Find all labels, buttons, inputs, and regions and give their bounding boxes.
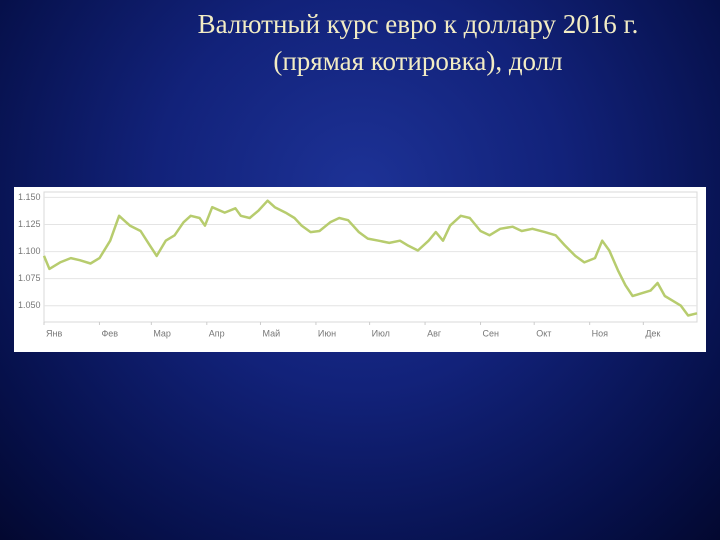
x-tick-label: Окт	[536, 328, 551, 338]
line	[42, 199, 698, 317]
x-tick-label: Мар	[153, 328, 171, 338]
x-tick-label: Апр	[209, 328, 225, 338]
y-tick-label: 1.125	[18, 219, 41, 229]
x-tick-label: Авг	[427, 328, 442, 338]
y-tick-label: 1.075	[18, 273, 41, 283]
x-tick-label: Сен	[483, 328, 500, 338]
chart-title: Валютный курс евро к доллару 2016 г.	[198, 9, 639, 39]
x-tick-label: Фев	[101, 328, 118, 338]
y-tick-label: 1.100	[18, 246, 41, 256]
x-tick-label: Ноя	[592, 328, 609, 338]
x-tick-label: Июл	[372, 328, 390, 338]
x-tick-label: Май	[262, 328, 280, 338]
x-tick-label: Июн	[318, 328, 336, 338]
x-tick-label: Дек	[645, 328, 660, 338]
y-tick-label: 1.150	[18, 192, 41, 202]
x-tick-label: Янв	[46, 328, 62, 338]
chart-panel	[14, 187, 706, 352]
chart-subtitle: (прямая котировка), долл	[273, 46, 562, 76]
y-tick-label: 1.050	[18, 300, 41, 310]
